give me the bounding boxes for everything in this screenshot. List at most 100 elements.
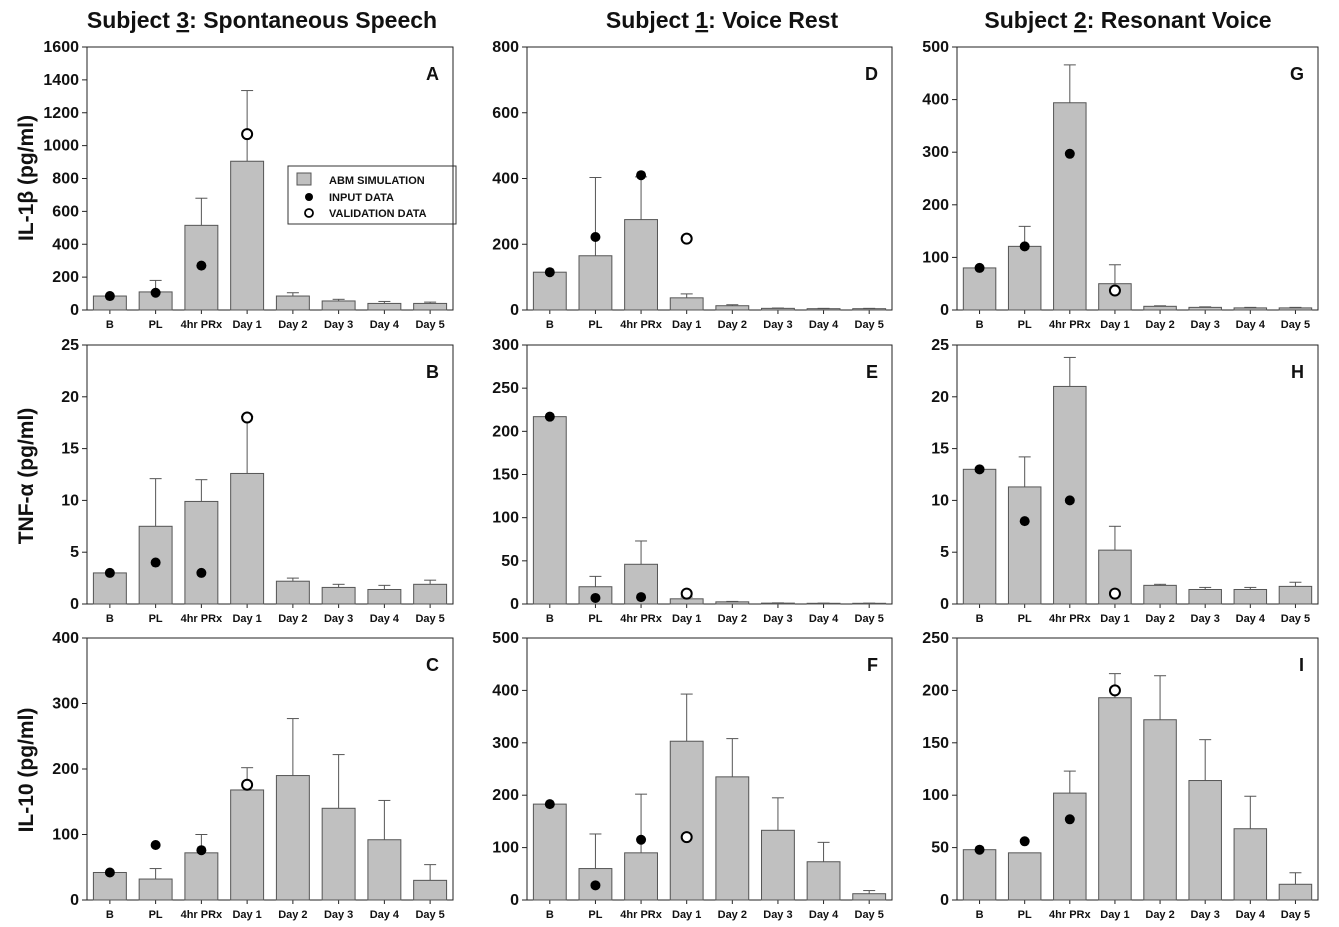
y-tick-label: 15	[61, 441, 79, 458]
panel-letter: G	[1290, 64, 1304, 84]
bar	[962, 267, 997, 311]
y-tick-label: 200	[492, 423, 519, 440]
y-tick-label: 0	[940, 596, 949, 613]
y-tick-label: 400	[492, 682, 519, 699]
input-data-point	[636, 170, 647, 181]
category-label: Day 4	[1236, 319, 1266, 331]
bar	[578, 255, 613, 311]
bar	[669, 740, 704, 901]
bar	[184, 500, 219, 605]
bar	[1098, 697, 1132, 901]
panel-letter: E	[866, 362, 878, 382]
legend-bar-label: ABM SIMULATION	[329, 175, 425, 187]
column-title-number: 1	[695, 7, 708, 33]
plot-frame	[956, 46, 1319, 311]
bar	[624, 219, 658, 311]
column-title-prefix: Subject	[984, 7, 1073, 33]
y-tick-label: 300	[922, 144, 949, 161]
input-data-point	[590, 592, 601, 603]
category-label: 4hr PRx	[1049, 909, 1091, 921]
category-label: 4hr PRx	[620, 319, 662, 331]
category-label: Day 1	[232, 613, 261, 625]
category-label: Day 5	[415, 909, 444, 921]
bar	[1188, 588, 1222, 605]
y-tick-label: 0	[510, 892, 519, 909]
bar	[1188, 306, 1222, 311]
bar	[761, 307, 795, 311]
bar	[1143, 305, 1177, 311]
category-label: PL	[149, 319, 163, 331]
bar	[184, 852, 219, 901]
bar	[715, 305, 750, 311]
bar	[413, 879, 448, 901]
bar	[1007, 245, 1042, 311]
bar	[1278, 585, 1313, 605]
bar	[275, 295, 310, 311]
category-label: B	[106, 613, 114, 625]
input-data-point	[590, 880, 601, 891]
category-label: Day 2	[278, 613, 307, 625]
validation-data-point	[680, 831, 693, 844]
category-label: Day 4	[1236, 909, 1266, 921]
bar	[852, 893, 887, 901]
category-label: Day 1	[672, 319, 701, 331]
category-label: Day 1	[672, 909, 701, 921]
validation-data-point	[241, 411, 254, 424]
category-label: Day 3	[1191, 613, 1220, 625]
column-title-subject-3: Subject 3: Spontaneous Speech	[87, 7, 437, 33]
input-data-point	[1019, 836, 1030, 847]
y-tick-label: 0	[70, 596, 79, 613]
category-label: 4hr PRx	[181, 613, 223, 625]
category-label: B	[546, 613, 554, 625]
category-label: Day 5	[415, 319, 444, 331]
category-label: B	[546, 319, 554, 331]
y-tick-label: 200	[492, 236, 519, 253]
input-data-point	[150, 839, 161, 850]
y-tick-label: 300	[492, 735, 519, 752]
category-label: 4hr PRx	[181, 319, 223, 331]
category-label: Day 2	[1145, 909, 1174, 921]
validation-data-point	[680, 232, 693, 245]
input-data-point	[974, 844, 985, 855]
y-tick-label: 1200	[43, 105, 79, 122]
plot-frame	[86, 344, 454, 605]
category-label: Day 2	[278, 319, 307, 331]
bar	[413, 302, 448, 311]
y-tick-label: 50	[501, 553, 519, 570]
y-tick-label: 100	[922, 249, 949, 266]
y-tick-label: 50	[931, 840, 949, 857]
category-label: Day 5	[1281, 909, 1310, 921]
category-label: 4hr PRx	[1049, 613, 1091, 625]
input-data-point	[1019, 241, 1030, 252]
y-tick-label: 300	[52, 696, 79, 713]
input-data-point	[544, 267, 555, 278]
category-label: Day 4	[1236, 613, 1266, 625]
bar	[1098, 549, 1132, 605]
column-title-subject-2: Subject 2: Resonant Voice	[984, 7, 1271, 33]
panel-letter: B	[426, 362, 439, 382]
panel-letter: H	[1291, 362, 1304, 382]
category-label: PL	[1018, 613, 1032, 625]
bar	[624, 852, 658, 901]
y-tick-label: 600	[52, 203, 79, 220]
bar	[1053, 102, 1087, 311]
y-tick-label: 100	[922, 787, 949, 804]
input-data-point	[1064, 148, 1075, 159]
plot-frame	[956, 637, 1319, 901]
bar	[1007, 486, 1042, 605]
row-label-tnfa: TNF-α (pg/ml)	[15, 408, 38, 545]
category-label: 4hr PRx	[620, 909, 662, 921]
validation-data-point	[680, 587, 693, 600]
panel-c: 0 100 200 300 400 B PL 4hr PRx Day 1 Day 2 Day 3 Da…	[52, 630, 454, 921]
bar	[1233, 588, 1268, 605]
input-data-point	[636, 592, 647, 603]
panel-letter: F	[867, 655, 878, 675]
category-label: Day 3	[763, 319, 792, 331]
category-label: 4hr PRx	[620, 613, 662, 625]
category-label: Day 4	[809, 909, 839, 921]
y-tick-label: 200	[52, 761, 79, 778]
bar	[806, 308, 841, 311]
bar	[138, 878, 173, 901]
